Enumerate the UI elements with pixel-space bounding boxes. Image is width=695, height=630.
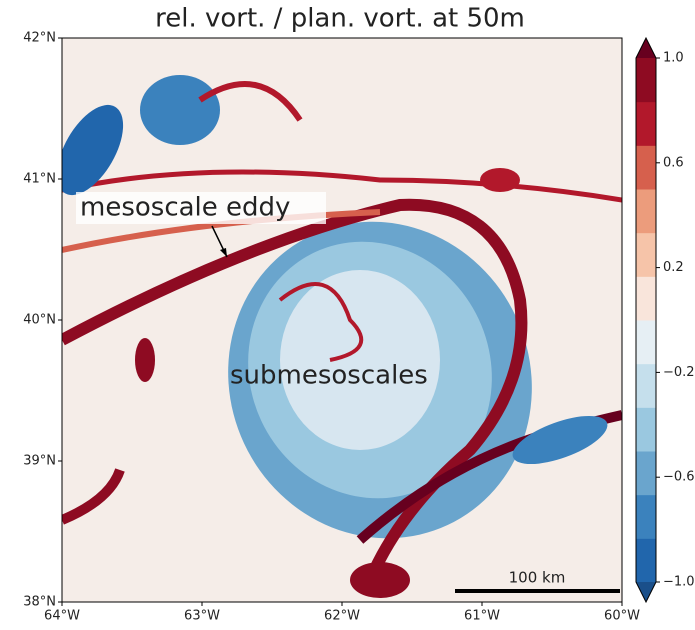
colorbar-tick-label: 0.2 (663, 260, 684, 275)
colorbar-band (636, 233, 656, 277)
colorbar-tick-label: 0.6 (663, 155, 684, 170)
colorbar-band (636, 364, 656, 408)
colorbar-band (636, 495, 656, 539)
lat-tick-label: 38°N (23, 595, 56, 610)
colorbar-tick-label: −0.6 (663, 470, 695, 485)
annotation: submesoscales (230, 361, 428, 391)
lat-tick-label: 41°N (23, 172, 56, 187)
colorbar-band (636, 276, 656, 320)
colorbar-band (636, 407, 656, 451)
lat-tick-label: 39°N (23, 454, 56, 469)
colorbar-tick-label: 1.0 (663, 51, 684, 66)
colorbar-under (636, 582, 656, 602)
colorbar-tick-label: −1.0 (663, 575, 695, 590)
colorbar-band (636, 102, 656, 146)
colorbar-band (636, 58, 656, 102)
figure: rel. vort. / plan. vort. at 50m 100 km m… (0, 0, 695, 626)
colorbar-band (636, 189, 656, 233)
colorbar-band (636, 145, 656, 189)
annotation: mesoscale eddy (80, 193, 290, 223)
lon-tick-label: 62°W (324, 609, 360, 624)
lat-tick-label: 42°N (23, 31, 56, 46)
title: rel. vort. / plan. vort. at 50m (155, 4, 525, 34)
colorbar-band (636, 451, 656, 495)
vorticity-field (43, 38, 622, 602)
lat-tick-label: 40°N (23, 313, 56, 328)
colorbar-tick-label: −0.2 (663, 365, 695, 380)
lon-tick-label: 61°W (464, 609, 500, 624)
scale-bar-label: 100 km (509, 569, 566, 587)
lon-tick-label: 63°W (184, 609, 220, 624)
lon-tick-label: 64°W (44, 609, 80, 624)
lon-tick-label: 60°W (604, 609, 640, 624)
colorbar-over (636, 38, 656, 58)
colorbar-band (636, 320, 656, 364)
colorbar-band (636, 538, 656, 582)
